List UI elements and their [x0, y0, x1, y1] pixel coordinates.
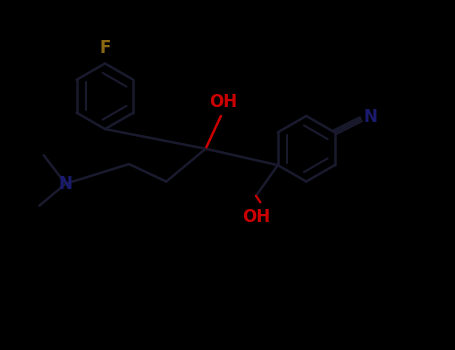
Text: N: N — [59, 175, 72, 193]
Text: OH: OH — [209, 93, 237, 111]
Text: N: N — [363, 108, 377, 126]
Text: F: F — [99, 39, 111, 57]
Text: OH: OH — [242, 208, 270, 226]
